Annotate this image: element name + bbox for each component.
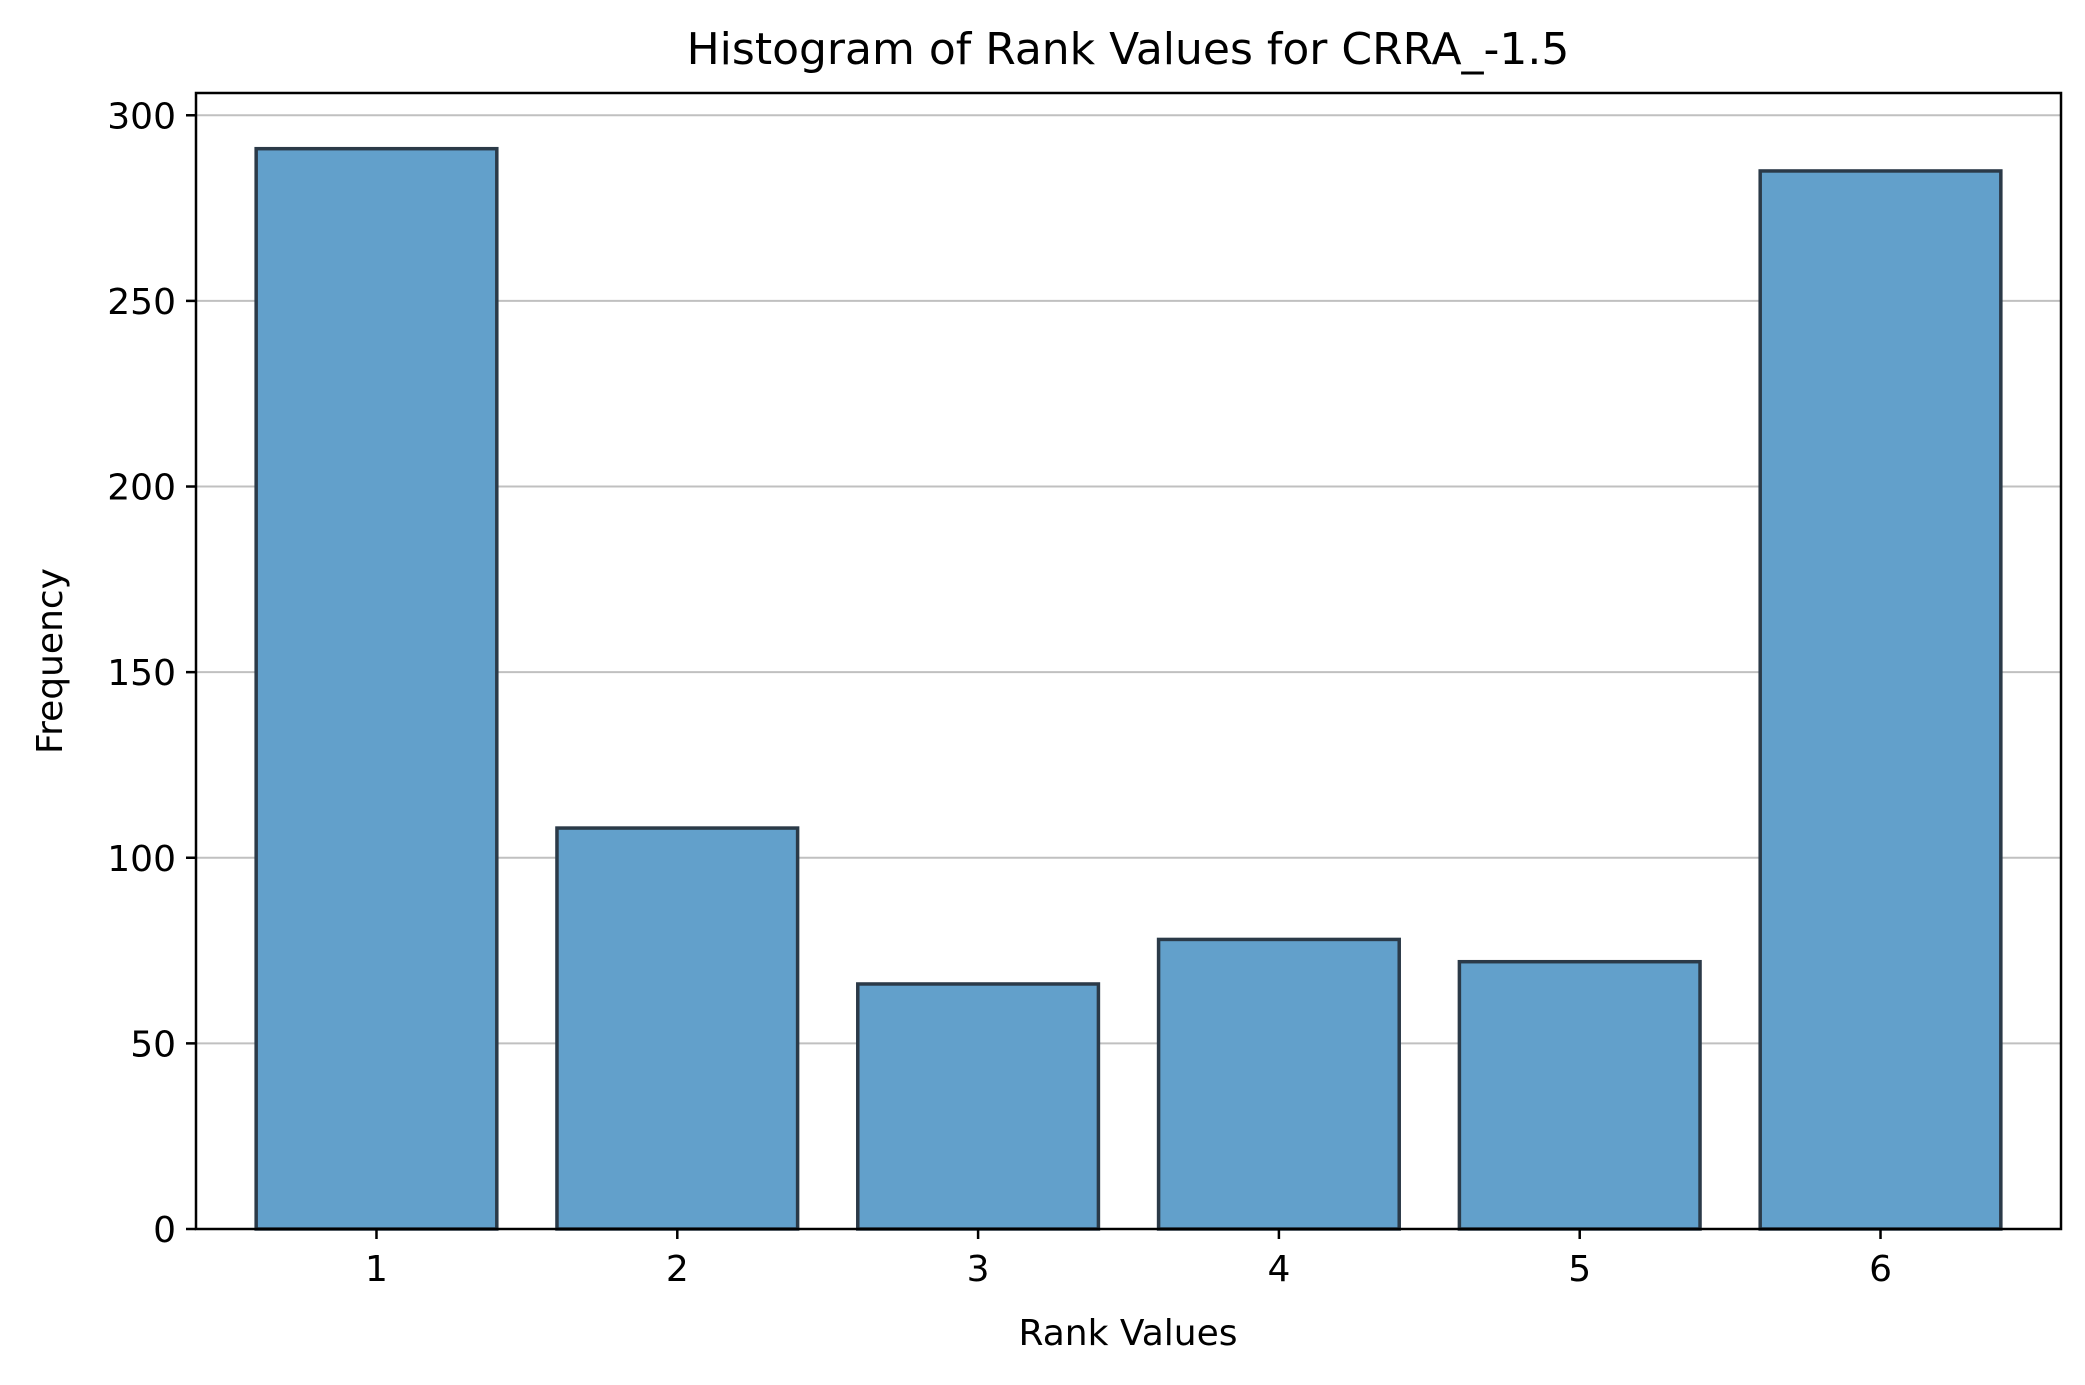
y-tick-label: 50 (130, 1024, 176, 1065)
axes-frame (194, 91, 2063, 1231)
bar-rank-1 (254, 146, 499, 1231)
y-tick-label: 100 (107, 839, 176, 880)
chart-title: Histogram of Rank Values for CRRA_-1.5 (687, 24, 1570, 75)
bar-rank-3 (856, 982, 1101, 1231)
grid-lines (196, 114, 2061, 1230)
x-tick-label: 6 (1869, 1249, 1892, 1290)
x-tick-label: 5 (1568, 1249, 1591, 1290)
y-tick-label: 0 (153, 1210, 176, 1251)
y-axis-ticks: 0 50 100 150 200 250 300 (107, 96, 196, 1251)
y-tick-label: 150 (107, 653, 176, 694)
bar-rank-5 (1457, 959, 1702, 1231)
x-tick-label: 1 (365, 1249, 388, 1290)
x-axis-ticks: 1 2 3 4 5 6 (365, 1229, 1892, 1290)
y-tick-label: 300 (107, 96, 176, 137)
y-tick-label: 250 (107, 282, 176, 323)
bar-rank-2 (555, 826, 800, 1231)
x-tick-label: 3 (967, 1249, 990, 1290)
bar-rank-4 (1156, 937, 1401, 1231)
y-tick-label: 200 (107, 468, 176, 509)
x-tick-label: 4 (1267, 1249, 1290, 1290)
x-axis-label: Rank Values (1018, 1313, 1237, 1354)
y-axis-label: Frequency (30, 568, 71, 754)
bars (254, 146, 2003, 1231)
bar-rank-6 (1758, 169, 2003, 1231)
x-tick-label: 2 (666, 1249, 689, 1290)
